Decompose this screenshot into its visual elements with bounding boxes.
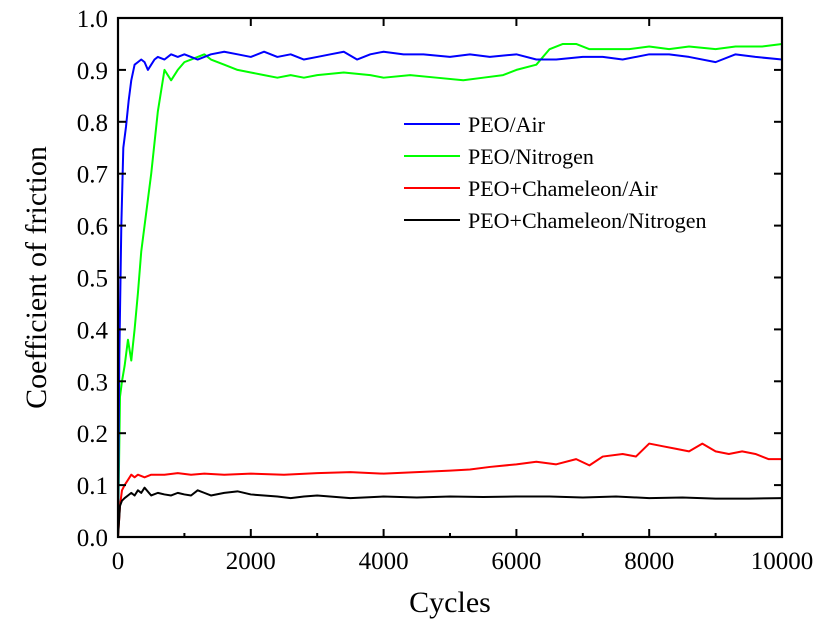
y-tick-label: 0.8 [77, 110, 108, 137]
y-tick-label: 0.6 [77, 214, 108, 241]
y-axis-title: Coefficient of friction [20, 146, 53, 409]
x-tick-label: 0 [112, 548, 125, 575]
x-tick-label: 8000 [624, 548, 674, 575]
x-tick-label: 6000 [491, 548, 541, 575]
y-tick-label: 0.2 [77, 421, 108, 448]
series-layer [117, 42, 783, 538]
legend: PEO/Air PEO/Nitrogen PEO+Chameleon/Air PEO+… [404, 112, 706, 233]
x-tick-label: 10000 [751, 548, 814, 575]
legend-label: PEO/Air [468, 112, 546, 137]
legend-label: PEO+Chameleon/Air [468, 176, 658, 201]
y-tick-label: 0.0 [77, 525, 108, 552]
y-tick-label: 0.7 [77, 162, 108, 189]
y-tick-label: 1.0 [77, 6, 108, 33]
plot-frame [116, 16, 784, 539]
legend-label: PEO+Chameleon/Nitrogen [468, 208, 706, 233]
ticks-layer: 0 2000 4000 6000 8000 10000 0.0 0.1 0.2 0.3 0.4 0.5… [77, 6, 814, 575]
legend-label: PEO/Nitrogen [468, 144, 594, 169]
y-tick-label: 0.3 [77, 369, 108, 396]
y-tick-label: 0.4 [77, 317, 109, 344]
series-line-peo-nitrogen [117, 42, 783, 538]
x-tick-label: 2000 [226, 548, 276, 575]
series-line-peo-chameleon-air [117, 442, 783, 538]
y-tick-label: 0.1 [77, 473, 108, 500]
y-tick-label: 0.5 [77, 266, 108, 293]
x-axis-title: Cycles [409, 586, 491, 619]
series-line-peo-chameleon-nitrogen [117, 486, 783, 538]
y-tick-label: 0.9 [77, 58, 108, 85]
x-tick-label: 4000 [359, 548, 409, 575]
series-line-peo-air [117, 50, 783, 538]
